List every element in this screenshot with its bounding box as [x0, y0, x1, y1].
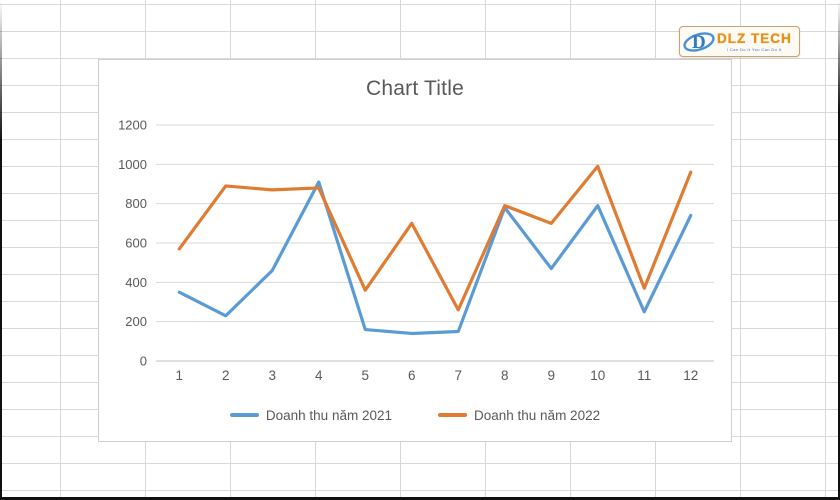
x-axis-tick-label: 10 [590, 368, 605, 383]
series-line [177, 180, 693, 336]
frame-edge-right [838, 0, 840, 500]
legend-label: Doanh thu năm 2022 [474, 407, 601, 423]
y-axis-tick-label: 200 [125, 314, 147, 329]
legend-item: Doanh thu năm 2021 [229, 407, 392, 423]
x-axis-tick-label: 3 [268, 368, 276, 383]
logo-brand-text: DLZ TECH [717, 30, 792, 46]
chart-legend: Doanh thu năm 2021 Doanh thu năm 2022 [99, 405, 731, 425]
y-axis-tick-label: 1200 [118, 118, 147, 133]
x-axis-tick-label: 2 [222, 368, 230, 383]
x-axis-tick-label: 8 [501, 368, 509, 383]
dlz-tech-watermark: D DLZ TECH I Can Do It You Can Do It [679, 26, 800, 57]
legend-line-swatch [438, 413, 467, 417]
x-axis-tick-label: 6 [408, 368, 416, 383]
dlz-logo-icon: D [683, 32, 715, 53]
chart-title: Chart Title [366, 77, 464, 100]
legend-line-swatch [229, 413, 259, 417]
x-axis-tick-label: 12 [683, 368, 698, 383]
x-axis-tick-label: 1 [175, 368, 183, 383]
y-axis-tick-label: 0 [140, 354, 147, 369]
logo-tagline-text: I Can Do It You Can Do It [726, 46, 782, 52]
x-axis-tick-label: 11 [637, 368, 651, 383]
chart-panel: Chart Title 0 200 400 600 800 1000 1200 1 2 3 4 5 6 7… [98, 59, 732, 442]
y-axis-tick-label: 1000 [118, 157, 147, 172]
series-line [177, 164, 693, 312]
x-axis-tick-label: 4 [315, 368, 323, 383]
frame-edge-left [0, 0, 2, 500]
legend-item: Doanh thu năm 2022 [438, 408, 600, 423]
svg-text:D: D [692, 32, 706, 53]
legend-label: Doanh thu năm 2021 [265, 407, 392, 423]
x-axis-tick-label: 9 [547, 368, 555, 383]
frame-edge-bottom [0, 497, 840, 500]
y-axis-tick-label: 600 [125, 236, 147, 251]
x-axis-tick-label: 7 [454, 368, 462, 383]
x-axis-tick-label: 5 [361, 368, 369, 383]
y-axis-tick-label: 400 [125, 275, 147, 290]
y-axis-tick-label: 800 [125, 196, 147, 211]
